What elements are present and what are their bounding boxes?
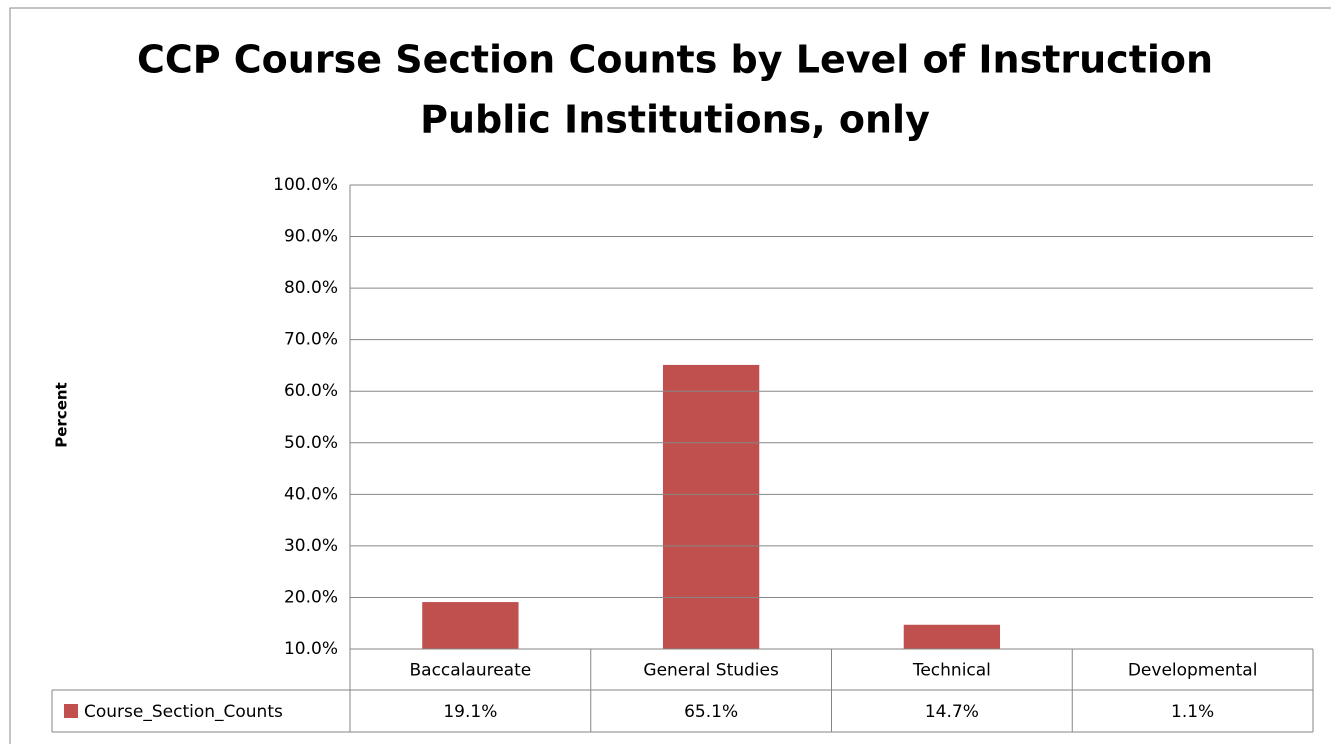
x-tick-label: Developmental <box>1128 661 1258 681</box>
chart-title: CCP Course Section Counts by Level of In… <box>137 38 1213 82</box>
data-table-value: 14.7% <box>925 702 979 722</box>
bar <box>662 364 760 649</box>
x-tick-label: General Studies <box>643 661 779 681</box>
y-tick-label: 50.0% <box>284 433 338 453</box>
chart-subtitle: Public Institutions, only <box>420 98 930 142</box>
y-tick-label: 10.0% <box>284 639 338 659</box>
y-tick-label: 40.0% <box>284 484 338 504</box>
legend-swatch <box>64 704 78 718</box>
y-tick-label: 60.0% <box>284 381 338 401</box>
bar <box>422 602 519 649</box>
bar <box>903 624 1001 649</box>
x-tick-label: Baccalaureate <box>410 661 532 681</box>
data-table-value: 1.1% <box>1171 702 1214 722</box>
y-tick-label: 70.0% <box>284 330 338 350</box>
y-tick-label: 30.0% <box>284 536 338 556</box>
y-tick-label: 100.0% <box>273 175 338 195</box>
y-tick-label: 20.0% <box>284 587 338 607</box>
legend-label: Course_Section_Counts <box>84 702 283 722</box>
data-table-value: 65.1% <box>684 702 738 722</box>
data-table-value: 19.1% <box>443 702 497 722</box>
y-tick-label: 80.0% <box>284 278 338 298</box>
plot-area <box>422 364 1001 649</box>
x-tick-label: Technical <box>912 661 991 681</box>
y-axis-label: Percent <box>53 382 71 447</box>
y-tick-label: 90.0% <box>284 227 338 247</box>
